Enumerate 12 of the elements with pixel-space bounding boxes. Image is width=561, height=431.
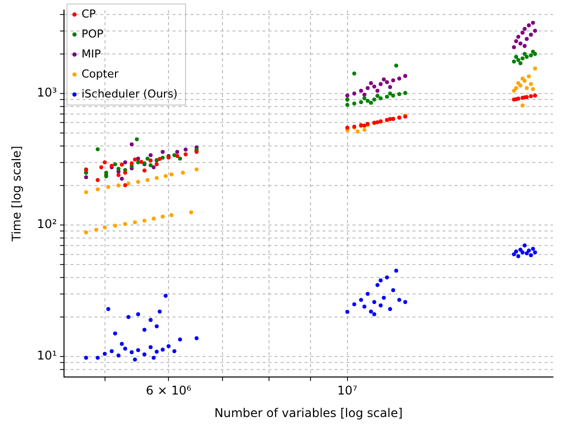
legend-label: CP	[82, 7, 96, 20]
legend-label: MIP	[82, 47, 102, 60]
y-axis-title: Time [log scale]	[9, 146, 24, 242]
y-tick-label: 10¹	[36, 348, 58, 363]
x-axis-title: Number of variables [log scale]	[214, 406, 403, 420]
legend-label: Copter	[82, 67, 119, 80]
y-tick-label: 10²	[36, 217, 58, 232]
x-tick-label: 10⁷	[337, 383, 358, 398]
y-tick-label: 10³	[36, 86, 58, 100]
legend-label: POP	[82, 27, 104, 40]
x-tick-label: 6 × 10⁶	[146, 383, 192, 398]
legend-label: iScheduler (Ours)	[82, 87, 178, 100]
